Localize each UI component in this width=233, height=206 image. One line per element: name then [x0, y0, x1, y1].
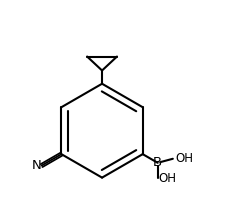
Text: N: N: [32, 159, 41, 172]
Text: OH: OH: [176, 152, 194, 165]
Text: OH: OH: [158, 172, 176, 185]
Text: B: B: [153, 156, 162, 169]
